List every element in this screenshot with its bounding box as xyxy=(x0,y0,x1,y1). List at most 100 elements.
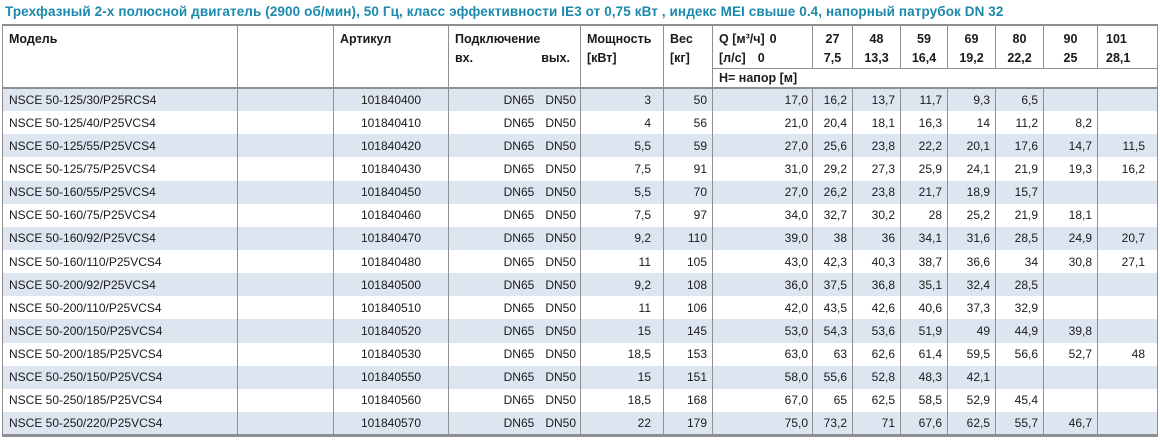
cell-model: NSCE 50-125/55/P25VCS4 xyxy=(2,134,238,158)
cell-head-value xyxy=(1097,319,1158,343)
cell-connection: DN65 DN50 xyxy=(448,111,581,135)
table-row: NSCE 50-125/55/P25VCS4 101840420 DN65 DN… xyxy=(2,134,1158,158)
cell-head-q0: 43,0 xyxy=(712,249,813,274)
cell-head-value: 21,7 xyxy=(900,180,948,204)
cell-dn-outlet: DN50 xyxy=(545,231,576,246)
weight-label-line1: Вес xyxy=(670,32,693,46)
cell-head-value: 24,1 xyxy=(947,157,996,181)
cell-dn-inlet: DN65 xyxy=(503,138,535,153)
cell-head-value: 14 xyxy=(947,111,996,135)
flow-m3h-label: 101 xyxy=(1106,32,1127,46)
cell-head-value: 39,8 xyxy=(1043,319,1098,343)
flow-m3h-label: 48 xyxy=(869,32,884,46)
cell-head-value: 56,6 xyxy=(995,342,1044,366)
col-header-flow-80: 80 22,2 xyxy=(995,25,1044,69)
table-row: NSCE 50-250/150/P25VCS4 101840550 DN65 D… xyxy=(2,365,1158,389)
cell-power: 4 xyxy=(580,111,664,135)
col-header-connection-label: Подключение xyxy=(455,32,541,46)
flow-ls-label: 16,4 xyxy=(911,51,937,65)
pump-spec-table: Модель Артикул Подключение вх. вых. Мощн… xyxy=(2,24,1158,437)
cell-head-value: 58,5 xyxy=(900,388,948,412)
cell-head-value: 38 xyxy=(812,226,853,250)
cell-head-value: 28,5 xyxy=(995,273,1044,297)
cell-head-value: 45,4 xyxy=(995,388,1044,412)
cell-dn-outlet: DN50 xyxy=(545,185,576,200)
cell-head-value: 62,6 xyxy=(852,342,901,366)
cell-weight: 91 xyxy=(663,157,713,181)
cell-head-q0: 27,0 xyxy=(712,180,813,204)
cell-power: 9,2 xyxy=(580,226,664,250)
cell-head-q0: 21,0 xyxy=(712,111,813,135)
cell-model: NSCE 50-160/75/P25VCS4 xyxy=(2,203,238,227)
cell-image-spacer xyxy=(237,88,334,112)
cell-head-value xyxy=(1043,180,1098,204)
cell-dn-inlet: DN65 xyxy=(503,185,535,200)
cell-head-value: 31,6 xyxy=(947,226,996,250)
cell-connection: DN65 DN50 xyxy=(448,319,581,343)
cell-weight: 108 xyxy=(663,273,713,297)
cell-head-value: 18,1 xyxy=(1043,203,1098,227)
cell-connection: DN65 DN50 xyxy=(448,180,581,204)
cell-article: 101840470 xyxy=(333,226,449,250)
cell-weight: 70 xyxy=(663,180,713,204)
cell-weight: 151 xyxy=(663,365,713,389)
cell-head-value: 43,5 xyxy=(812,296,853,320)
cell-head-value: 53,6 xyxy=(852,319,901,343)
col-header-connection-sub: вх. вых. xyxy=(450,49,581,68)
cell-head-value: 23,8 xyxy=(852,134,901,158)
cell-head-value xyxy=(1097,88,1158,112)
table-row: NSCE 50-160/92/P25VCS4 101840470 DN65 DN… xyxy=(2,226,1158,250)
cell-model: NSCE 50-200/150/P25VCS4 xyxy=(2,319,238,343)
cell-head-value xyxy=(1097,388,1158,412)
cell-model: NSCE 50-200/185/P25VCS4 xyxy=(2,342,238,366)
cell-power: 5,5 xyxy=(580,180,664,204)
cell-head-value: 20,7 xyxy=(1097,226,1158,250)
cell-head-value: 24,9 xyxy=(1043,226,1098,250)
cell-weight: 110 xyxy=(663,226,713,250)
cell-power: 5,5 xyxy=(580,134,664,158)
cell-head-value: 63 xyxy=(812,342,853,366)
q-zero-m3h: 0 xyxy=(769,32,777,46)
cell-model: NSCE 50-160/92/P25VCS4 xyxy=(2,226,238,250)
cell-model: NSCE 50-160/55/P25VCS4 xyxy=(2,180,238,204)
cell-head-value: 32,4 xyxy=(947,273,996,297)
cell-head-value: 36,6 xyxy=(947,249,996,274)
cell-head-value: 38,7 xyxy=(900,249,948,274)
col-header-model-label: Модель xyxy=(9,32,58,46)
cell-dn-inlet: DN65 xyxy=(503,300,535,315)
cell-dn-outlet: DN50 xyxy=(545,93,576,108)
cell-connection: DN65 DN50 xyxy=(448,296,581,320)
table-row: NSCE 50-160/75/P25VCS4 101840460 DN65 DN… xyxy=(2,203,1158,227)
power-label-line2: [кВт] xyxy=(587,51,617,65)
cell-head-q0: 36,0 xyxy=(712,273,813,297)
cell-head-value: 59,5 xyxy=(947,342,996,366)
conn-inlet-label: вх. xyxy=(455,51,474,65)
cell-connection: DN65 DN50 xyxy=(448,134,581,158)
cell-weight: 97 xyxy=(663,203,713,227)
cell-article: 101840480 xyxy=(333,249,449,274)
cell-power: 18,5 xyxy=(580,388,664,412)
cell-head-value: 27,1 xyxy=(1097,249,1158,274)
cell-head-value: 13,7 xyxy=(852,88,901,112)
cell-head-value: 52,9 xyxy=(947,388,996,412)
cell-head-value xyxy=(1043,88,1098,112)
cell-head-q0: 53,0 xyxy=(712,319,813,343)
cell-image-spacer xyxy=(237,157,334,181)
col-header-flow-59: 59 16,4 xyxy=(900,25,948,69)
cell-image-spacer xyxy=(237,249,334,274)
col-header-article-label: Артикул xyxy=(340,32,392,46)
flow-ls-label: 25 xyxy=(1063,51,1078,65)
cell-power: 15 xyxy=(580,365,664,389)
cell-head-value xyxy=(1043,273,1098,297)
cell-head-value: 21,9 xyxy=(995,203,1044,227)
flow-m3h-label: 80 xyxy=(1012,32,1027,46)
cell-head-value: 34,1 xyxy=(900,226,948,250)
cell-head-value: 19,3 xyxy=(1043,157,1098,181)
table-row: NSCE 50-200/185/P25VCS4 101840530 DN65 D… xyxy=(2,342,1158,366)
table-row: NSCE 50-125/40/P25VCS4 101840410 DN65 DN… xyxy=(2,111,1158,135)
cell-head-value: 25,2 xyxy=(947,203,996,227)
cell-image-spacer xyxy=(237,134,334,158)
cell-model: NSCE 50-200/110/P25VCS4 xyxy=(2,296,238,320)
col-header-flow-90: 90 25 xyxy=(1043,25,1098,69)
col-header-flow-27: 27 7,5 xyxy=(812,25,853,69)
